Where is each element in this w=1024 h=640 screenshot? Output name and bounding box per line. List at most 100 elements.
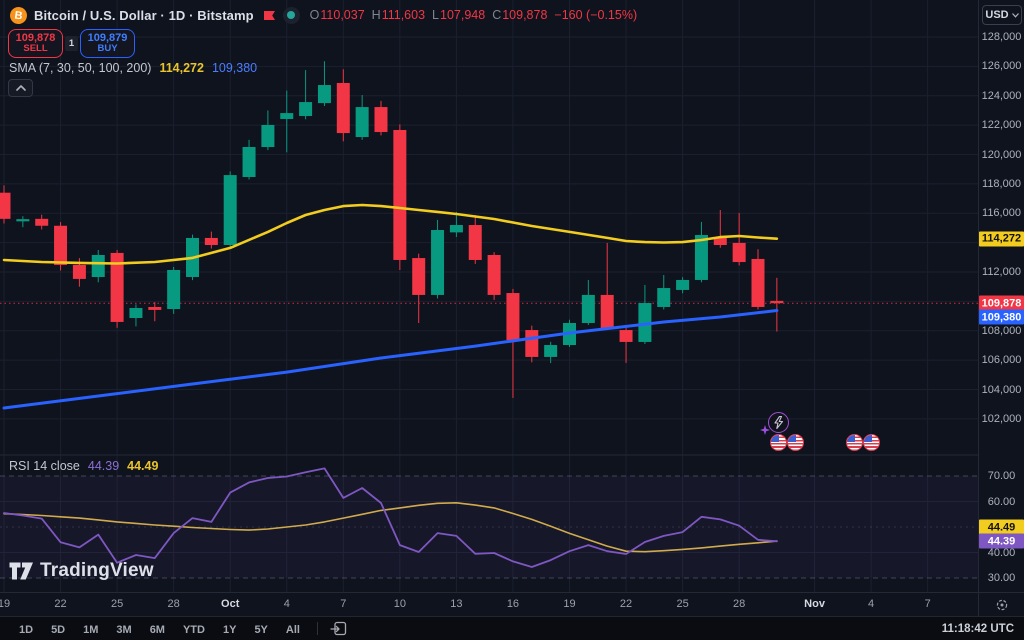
currency-label: USD bbox=[985, 9, 1009, 21]
collapse-legend-button[interactable] bbox=[8, 79, 33, 97]
us-flag-event-icon[interactable] bbox=[770, 434, 787, 451]
candle-body bbox=[581, 294, 595, 323]
candle-body bbox=[91, 254, 105, 278]
currency-selector[interactable]: USD bbox=[982, 5, 1022, 25]
candle-body bbox=[638, 303, 652, 342]
candle-body bbox=[676, 279, 690, 290]
time-tick-label: 4 bbox=[868, 598, 875, 610]
time-tick-label: 4 bbox=[283, 598, 290, 610]
range-button-1Y[interactable]: 1Y bbox=[222, 623, 237, 636]
time-tick-label: 7 bbox=[924, 598, 931, 610]
range-button-1D[interactable]: 1D bbox=[19, 623, 34, 636]
market-status-icon[interactable] bbox=[282, 6, 300, 24]
candle-body bbox=[544, 345, 558, 357]
rsi-tick-label: 60.00 bbox=[987, 495, 1016, 508]
sma-blue-line bbox=[2, 309, 779, 410]
rsi-legend-name: RSI 14 close bbox=[9, 459, 80, 473]
candle-body bbox=[374, 107, 388, 133]
time-axis[interactable]: 19 22 25 28 Oct 4 7 10 13 16 19 22 25 28 Nov 4 7 bbox=[0, 592, 978, 616]
range-button-1M[interactable]: 1M bbox=[83, 623, 99, 636]
spark-event-icon[interactable] bbox=[768, 412, 789, 433]
candle-body bbox=[336, 82, 350, 134]
time-tick-label: 13 bbox=[450, 598, 463, 610]
spread-value: 1 bbox=[65, 36, 78, 51]
sma-legend-name: SMA (7, 30, 50, 100, 200) bbox=[9, 61, 152, 75]
go-to-date-button[interactable] bbox=[330, 621, 347, 636]
sma-blue-price-label: 109,380 bbox=[979, 309, 1024, 325]
symbol-title[interactable]: Bitcoin / U.S. Dollar · 1D · Bitstamp bbox=[34, 7, 254, 23]
candle-body bbox=[694, 235, 708, 280]
ohlc-readout: O 110,037 H 111,603 L 107,948 C 109,878 −160… bbox=[309, 8, 638, 22]
high-value: 111,603 bbox=[381, 8, 426, 22]
buy-button[interactable]: 109,879 BUY bbox=[80, 29, 135, 58]
price-tick-label: 118,000 bbox=[982, 177, 1021, 190]
candle-body bbox=[732, 242, 746, 263]
us-flag-event-icon[interactable] bbox=[863, 434, 880, 451]
rsi-tick-label: 30.00 bbox=[987, 572, 1016, 584]
time-tick-label: Oct bbox=[221, 598, 240, 610]
clock-utc[interactable]: 11:18:42 UTC bbox=[941, 622, 1014, 635]
price-tick-label: 126,000 bbox=[981, 60, 1022, 73]
time-tick-label: 16 bbox=[506, 598, 520, 610]
us-flag-event-icon[interactable] bbox=[787, 434, 804, 451]
time-tick-label: 22 bbox=[54, 598, 67, 610]
candle-body bbox=[129, 308, 143, 319]
candle-body bbox=[619, 330, 633, 342]
candles bbox=[0, 61, 784, 398]
time-tick-label: 22 bbox=[619, 598, 633, 610]
time-tick-label: 25 bbox=[110, 598, 124, 610]
rsi-axis-label: 44.39 bbox=[979, 533, 1024, 549]
rsi-legend[interactable]: RSI 14 close 44.39 44.49 bbox=[9, 459, 158, 473]
range-button-5Y[interactable]: 5Y bbox=[254, 623, 268, 636]
price-tick-label: 108,000 bbox=[981, 324, 1022, 337]
candle-body bbox=[449, 225, 463, 233]
flag-icon[interactable] bbox=[263, 9, 276, 22]
candle-body bbox=[0, 192, 11, 219]
sma-yellow-line bbox=[2, 203, 779, 265]
sell-button[interactable]: 109,878 SELL bbox=[8, 29, 63, 58]
time-tick-label: 25 bbox=[676, 598, 689, 610]
price-tick-label: 122,000 bbox=[981, 119, 1022, 132]
price-tick-label: 124,000 bbox=[981, 89, 1022, 102]
sma-legend[interactable]: SMA (7, 30, 50, 100, 200) 114,272 109,38… bbox=[9, 61, 257, 75]
trade-buttons: 109,878 SELL 1 109,879 BUY bbox=[8, 29, 135, 58]
time-tick-label: 19 bbox=[0, 598, 11, 610]
candle-body bbox=[167, 269, 181, 310]
last-price-label: 109,878 bbox=[979, 295, 1024, 311]
time-tick-label: 28 bbox=[733, 598, 746, 610]
range-button-3M[interactable]: 3M bbox=[116, 623, 132, 636]
sma-yellow-price-label: 114,272 bbox=[979, 231, 1024, 247]
calendar-arrow-icon bbox=[330, 621, 347, 636]
rsi-ma-axis-label: 44.49 bbox=[979, 519, 1024, 535]
candle-body bbox=[506, 293, 520, 341]
candle-body bbox=[600, 294, 614, 328]
price-tick-label: 104,000 bbox=[981, 383, 1022, 396]
rsi-ma-line bbox=[3, 501, 778, 553]
time-tick-label: 28 bbox=[167, 598, 180, 610]
bitcoin-logo-icon: B bbox=[8, 5, 29, 25]
axis-settings-cell[interactable] bbox=[978, 592, 1024, 616]
chart-canvas[interactable] bbox=[0, 0, 978, 592]
candle-body bbox=[355, 107, 369, 138]
low-value: 107,948 bbox=[440, 8, 486, 22]
gear-icon bbox=[996, 599, 1007, 610]
range-button-6M[interactable]: 6M bbox=[149, 623, 165, 636]
candle-body bbox=[487, 254, 501, 295]
us-flag-event-icon[interactable] bbox=[846, 434, 863, 451]
price-tick-label: 128,000 bbox=[981, 31, 1022, 43]
range-button-All[interactable]: All bbox=[285, 623, 300, 636]
price-axis[interactable]: USD 128,000 126,000 124,000 122,000 120,000 1… bbox=[978, 0, 1024, 616]
chart-header: B Bitcoin / U.S. Dollar · 1D · Bitstamp … bbox=[8, 5, 638, 25]
tradingview-watermark: TradingView bbox=[9, 560, 154, 582]
range-button-YTD[interactable]: YTD bbox=[182, 623, 205, 636]
range-button-5D[interactable]: 5D bbox=[51, 623, 66, 636]
candle-body bbox=[468, 225, 482, 260]
candle-body bbox=[299, 102, 313, 117]
close-value: 109,878 bbox=[502, 8, 548, 22]
chevron-up-icon bbox=[15, 85, 26, 91]
sma-blue-value: 109,380 bbox=[211, 61, 258, 75]
candle-body bbox=[54, 225, 68, 265]
rsi-line bbox=[3, 467, 778, 568]
price-tick-label: 112,000 bbox=[982, 266, 1021, 279]
